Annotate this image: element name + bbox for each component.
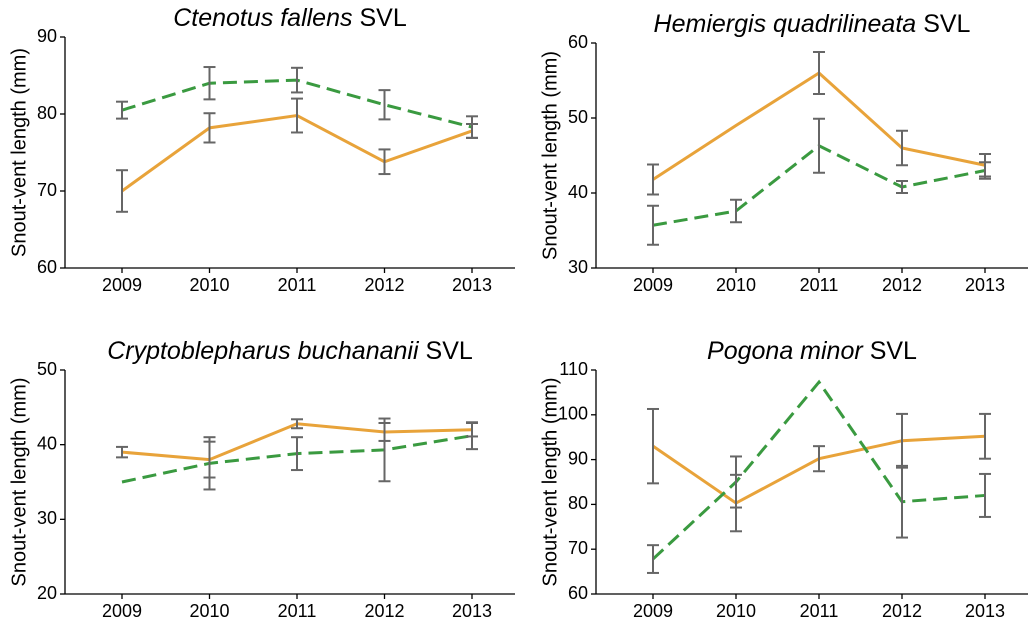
chart-title: Ctenotus fallens SVL <box>173 4 407 32</box>
x-tick-label: 2011 <box>800 601 839 621</box>
error-bar <box>813 51 825 95</box>
chart-title: Cryptoblepharus buchananii SVL <box>107 337 473 365</box>
x-tick-label: 2009 <box>102 601 142 621</box>
x-tick-label: 2009 <box>102 275 142 295</box>
chart-title: Hemiergis quadrilineata SVL <box>654 10 971 38</box>
y-axis-label: Snout-vent length (mm) <box>539 51 561 260</box>
y-tick-label: 30 <box>37 508 57 528</box>
x-tick-label: 2013 <box>965 601 1005 621</box>
error-bar <box>896 129 908 167</box>
x-tick-label: 2012 <box>364 601 404 621</box>
error-bar <box>116 100 128 120</box>
error-bar <box>647 204 659 246</box>
x-tick-label: 2013 <box>452 601 492 621</box>
y-tick-label: 60 <box>37 257 57 277</box>
y-axis-label: Snout-vent length (mm) <box>8 48 30 257</box>
x-tick-label: 2013 <box>452 275 492 295</box>
error-bar <box>813 445 825 473</box>
error-bar <box>378 148 391 176</box>
y-tick-label: 60 <box>568 583 588 603</box>
error-bar <box>979 412 991 460</box>
y-tick-label: 100 <box>558 404 588 424</box>
error-bar <box>203 436 216 491</box>
error-bar <box>466 115 478 139</box>
y-tick-label: 80 <box>568 493 588 513</box>
error-bar <box>647 407 659 485</box>
title-species: Ctenotus fallens <box>173 4 352 32</box>
error-bar <box>896 180 908 194</box>
error-bar <box>291 418 303 430</box>
y-tick-label: 70 <box>568 538 588 558</box>
x-tick-label: 2013 <box>965 275 1005 295</box>
error-bar <box>291 97 303 134</box>
error-bar <box>730 198 742 224</box>
series-line <box>651 379 986 561</box>
x-tick-label: 2010 <box>189 275 229 295</box>
y-tick-label: 50 <box>568 107 588 127</box>
error-bar <box>291 436 303 472</box>
error-bar <box>979 161 991 180</box>
error-bar <box>647 163 659 196</box>
error-bar <box>291 66 303 94</box>
error-bar <box>116 169 128 213</box>
title-suffix: SVL <box>870 337 917 365</box>
title-species: Hemiergis quadrilineata <box>654 10 917 38</box>
x-tick-label: 2012 <box>364 275 404 295</box>
x-tick-label: 2011 <box>278 601 317 621</box>
error-bar <box>378 89 391 121</box>
title-suffix: SVL <box>426 337 473 365</box>
y-tick-label: 40 <box>568 182 588 202</box>
x-tick-label: 2010 <box>189 601 229 621</box>
x-tick-label: 2012 <box>882 275 922 295</box>
chart-title: Pogona minor SVL <box>707 337 917 365</box>
y-tick-label: 30 <box>568 257 588 277</box>
x-tick-label: 2009 <box>633 275 673 295</box>
error-bar <box>813 117 825 174</box>
error-bar <box>730 455 742 509</box>
error-bar <box>466 421 478 451</box>
title-suffix: SVL <box>360 4 407 32</box>
y-tick-label: 70 <box>37 180 57 200</box>
title-suffix: SVL <box>923 10 970 38</box>
error-bar <box>203 66 216 101</box>
error-bar <box>896 464 908 539</box>
y-tick-label: 90 <box>568 448 588 468</box>
error-bar <box>116 445 128 459</box>
y-tick-label: 80 <box>37 103 57 123</box>
y-tick-label: 90 <box>37 26 57 46</box>
title-species: Cryptoblepharus buchananii <box>107 337 420 365</box>
y-tick-label: 20 <box>37 583 57 603</box>
x-tick-label: 2011 <box>800 275 839 295</box>
x-tick-label: 2010 <box>716 601 756 621</box>
y-tick-label: 60 <box>568 32 588 52</box>
y-tick-label: 40 <box>37 433 57 453</box>
y-tick-label: 50 <box>37 359 57 379</box>
x-tick-label: 2010 <box>716 275 756 295</box>
x-tick-label: 2012 <box>882 601 922 621</box>
error-bar <box>979 472 991 518</box>
x-tick-label: 2009 <box>633 601 673 621</box>
x-tick-label: 2011 <box>278 275 317 295</box>
error-bar <box>203 112 216 144</box>
y-axis-label: Snout-vent length (mm) <box>539 378 561 587</box>
title-species: Pogona minor <box>707 337 864 365</box>
y-axis-label: Snout-vent length (mm) <box>8 378 30 587</box>
y-tick-label: 110 <box>559 359 588 379</box>
error-bar <box>378 417 391 483</box>
error-bar <box>647 544 659 574</box>
